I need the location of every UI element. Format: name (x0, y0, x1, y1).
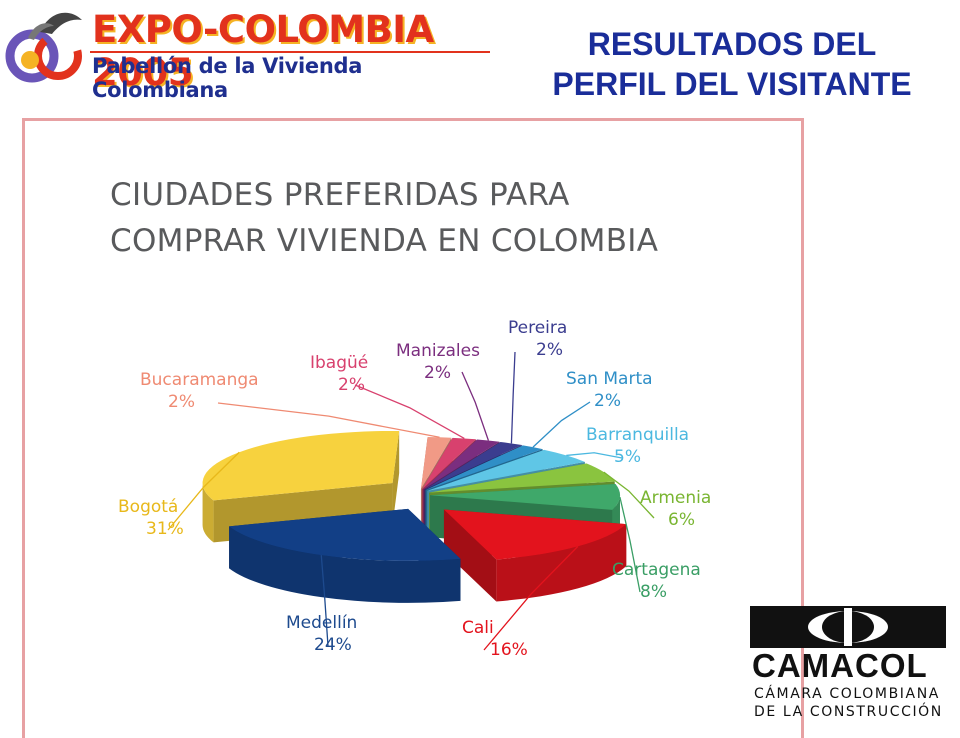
slice-label-sanmarta: San Marta (566, 369, 653, 389)
slice-value-bogot: 31% (146, 519, 184, 539)
slice-label-cali: Cali (462, 618, 494, 638)
leader-line-manizales (461, 371, 490, 441)
slice-label-bucaramanga: Bucaramanga (140, 370, 259, 390)
leader-line-cartagena (619, 496, 641, 593)
pie-chart: Bucaramanga2%Ibagüé2%Manizales2%Pereira2… (118, 318, 711, 660)
slice-label-ibag: Ibagüé (310, 353, 368, 373)
leader-line-ibag (354, 384, 465, 440)
pie-slice-medelln (229, 508, 461, 603)
slice-label-manizales: Manizales (396, 341, 480, 361)
slice-value-barranquilla: 5% (614, 447, 641, 467)
leader-line-sanmarta (532, 401, 591, 448)
expo-colombia-logo: EXPO-COLOMBIA 2005 Pabellón de la Vivien… (0, 0, 500, 102)
leader-line-medelln (320, 555, 329, 647)
slice-value-armenia: 6% (668, 510, 695, 530)
slice-value-bucaramanga: 2% (168, 392, 195, 412)
chart-title: CIUDADES PREFERIDAS PARA COMPRAR VIVIEND… (110, 172, 750, 264)
slice-value-ibag: 2% (338, 375, 365, 395)
expo-emblem-icon (5, 12, 82, 83)
leader-line-cali (483, 545, 579, 651)
camacol-name: CAMACOL (752, 647, 928, 684)
camacol-logo-icon (750, 606, 946, 648)
slice-value-sanmarta: 2% (594, 391, 621, 411)
slice-label-armenia: Armenia (640, 488, 711, 508)
logo-subtitle: Pabellón de la Vivienda Colombiana (92, 54, 363, 102)
slice-value-cartagena: 8% (640, 582, 667, 602)
slice-value-pereira: 2% (536, 340, 563, 360)
leader-line-barranquilla (566, 452, 623, 459)
logo-divider (90, 51, 490, 53)
pie-slice-cali (443, 509, 627, 602)
leader-line-pereira (510, 351, 516, 444)
slice-value-manizales: 2% (424, 363, 451, 383)
chart-title-line2: COMPRAR VIVIENDA EN COLOMBIA (110, 223, 659, 259)
chart-title-line1: CIUDADES PREFERIDAS PARA (110, 177, 570, 213)
page-title-line2: PERFIL DEL VISITANTE (552, 66, 912, 102)
slice-label-bogot: Bogotá (118, 497, 178, 517)
camacol-line2: DE LA CONSTRUCCIÓN (754, 704, 943, 720)
slice-label-medelln: Medellín (286, 613, 357, 633)
logo-title: EXPO-COLOMBIA 2005 (92, 8, 434, 94)
camacol-line1: CÁMARA COLOMBIANA (754, 686, 940, 702)
slice-label-cartagena: Cartagena (612, 560, 701, 580)
slice-value-cali: 16% (490, 640, 528, 660)
page-title-line1: RESULTADOS DEL (587, 26, 877, 62)
leader-line-bucaramanga (217, 402, 440, 438)
leader-line-bogot (167, 451, 240, 531)
slice-label-pereira: Pereira (508, 318, 567, 338)
leader-line-armenia (603, 471, 655, 519)
slice-value-medelln: 24% (314, 635, 352, 655)
slice-label-barranquilla: Barranquilla (586, 425, 689, 445)
chart-frame (22, 118, 804, 738)
page-title: RESULTADOS DEL PERFIL DEL VISITANTE (512, 24, 952, 104)
